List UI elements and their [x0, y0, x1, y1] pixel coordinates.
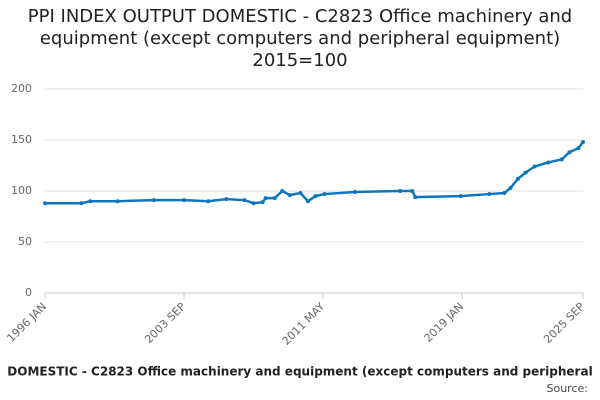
data-point — [352, 190, 357, 195]
data-point — [287, 193, 292, 198]
data-point — [559, 157, 564, 162]
data-point — [546, 160, 551, 165]
chart-title: PPI INDEX OUTPUT DOMESTIC - C2823 Office… — [27, 6, 573, 71]
data-point — [242, 198, 247, 203]
data-point — [305, 199, 310, 204]
data-point — [487, 192, 492, 197]
legend-entry: DOMESTIC - C2823 Office machinery and eq… — [7, 365, 592, 379]
data-point — [322, 192, 327, 197]
data-point — [88, 199, 93, 204]
y-tick-label: 100 — [11, 184, 32, 197]
y-tick-label: 200 — [11, 82, 32, 95]
data-point — [523, 170, 528, 175]
data-point — [502, 191, 507, 196]
data-point — [410, 189, 415, 193]
source: Source: — [547, 382, 589, 395]
x-tick-label: 2011 MAY — [280, 300, 328, 348]
data-point — [206, 199, 211, 204]
data-line — [45, 141, 585, 205]
data-point — [260, 200, 265, 205]
data-point — [298, 191, 303, 196]
y-tick-label: 0 — [25, 286, 32, 299]
y-tick-label: 50 — [18, 235, 32, 248]
x-tick-label: 2003 SEP — [142, 300, 188, 346]
data-point — [79, 201, 84, 206]
data-point — [263, 196, 268, 201]
y-tick-label: 150 — [11, 133, 32, 146]
x-tick-label: 1996 JAN — [4, 300, 49, 345]
data-point — [280, 189, 285, 193]
data-point — [251, 201, 256, 206]
x-tick-label: 2025 SEP — [541, 300, 587, 346]
data-point — [272, 196, 277, 201]
data-point — [313, 194, 318, 199]
data-point — [182, 198, 187, 203]
x-tick-label: 2019 JAN — [422, 300, 467, 345]
data-point — [576, 146, 581, 151]
data-point — [516, 176, 521, 181]
data-point — [532, 164, 537, 169]
data-point — [567, 150, 572, 155]
data-point — [115, 199, 120, 204]
data-point — [43, 201, 47, 206]
data-point — [224, 197, 229, 202]
data-point — [458, 194, 463, 199]
data-point — [581, 140, 585, 145]
data-point — [413, 195, 418, 200]
data-point — [508, 185, 513, 190]
data-point — [151, 198, 156, 203]
data-point — [398, 189, 403, 193]
